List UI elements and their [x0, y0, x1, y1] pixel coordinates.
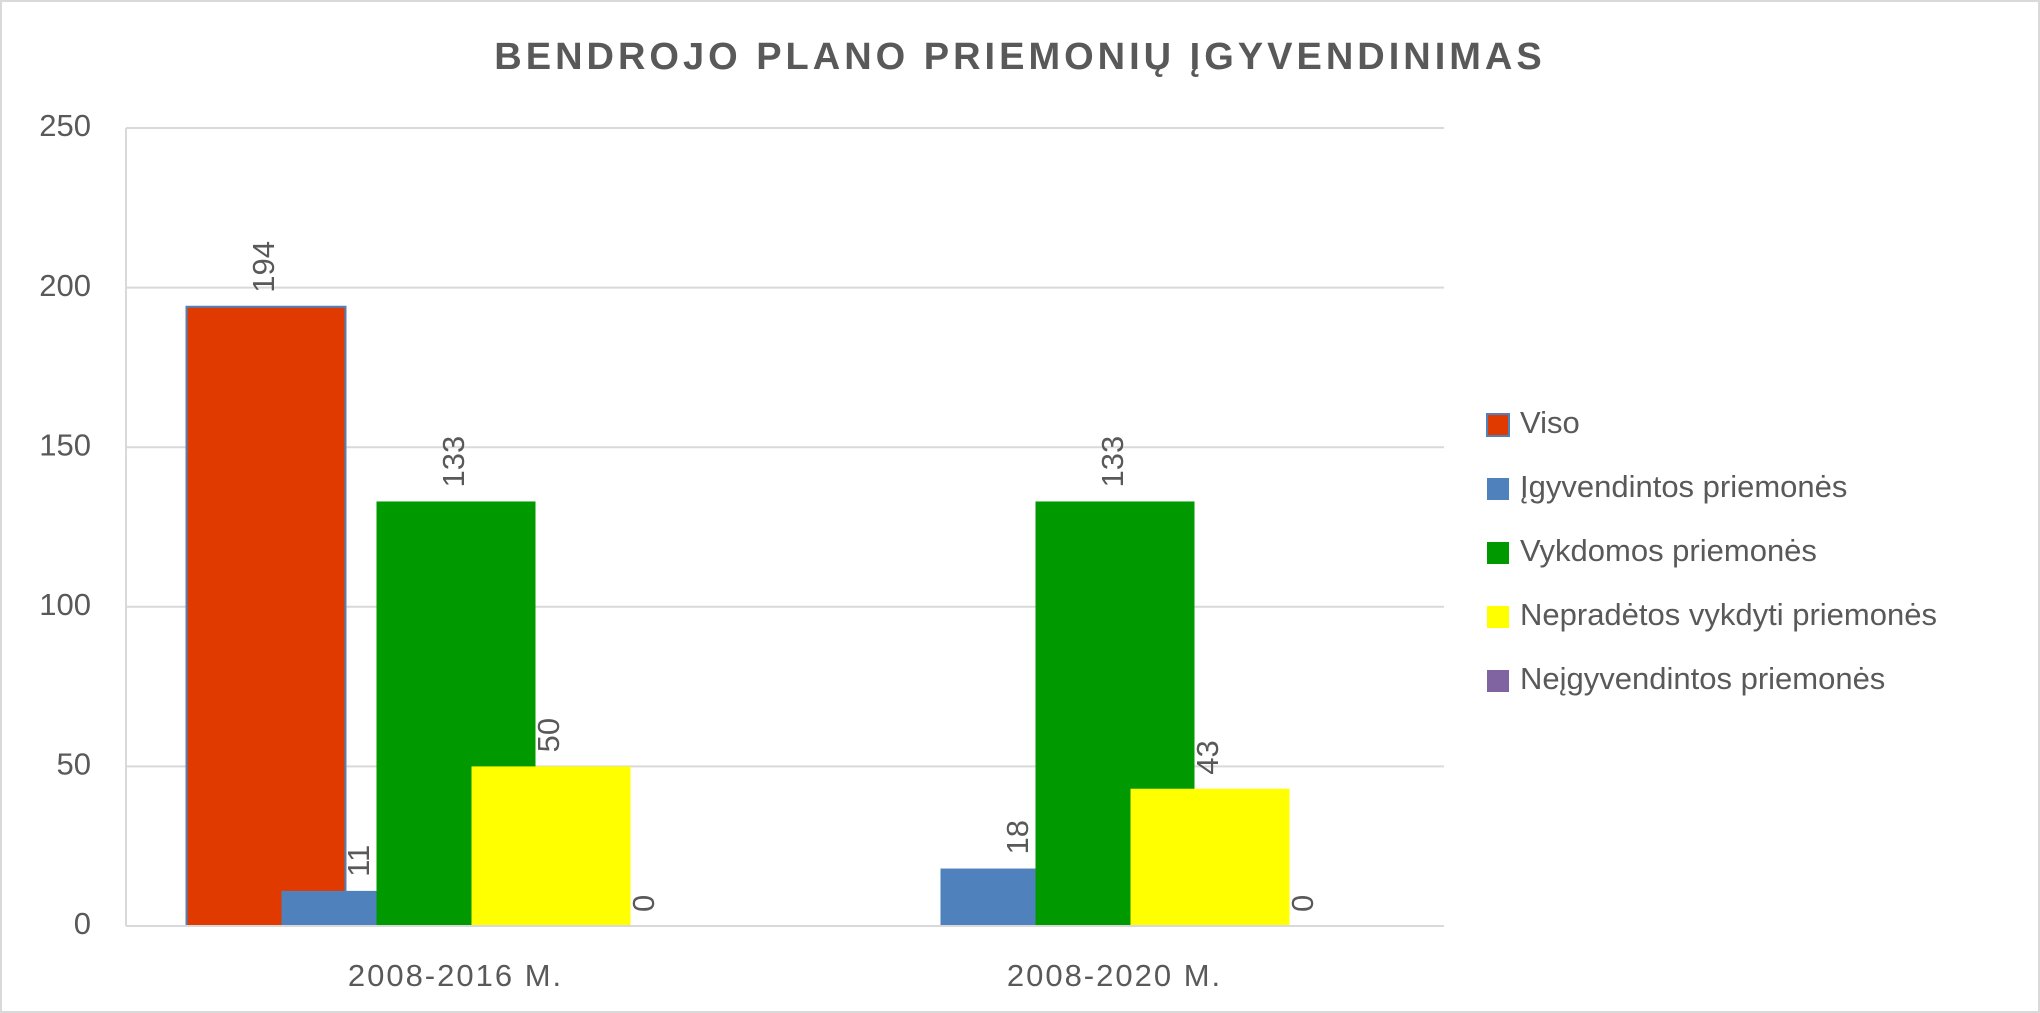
y-tick-label: 0 — [74, 906, 91, 941]
bar — [1130, 788, 1290, 926]
y-tick-label: 250 — [39, 108, 91, 143]
legend-label: Neįgyvendintos priemonės — [1520, 661, 1885, 696]
legend-label: Viso — [1520, 405, 1580, 440]
legend-swatch — [1487, 542, 1509, 564]
legend-label: Nepradėtos vykdyti priemonės — [1520, 597, 1937, 632]
y-tick-label: 100 — [39, 587, 91, 622]
y-tick-label: 150 — [39, 427, 91, 462]
value-label: 0 — [1285, 895, 1320, 912]
value-label: 43 — [1190, 740, 1225, 774]
value-label: 133 — [436, 436, 471, 488]
value-label: 194 — [246, 241, 281, 293]
value-label: 18 — [1000, 820, 1035, 854]
legend-label: Vykdomos priemonės — [1520, 533, 1817, 568]
x-tick-label: 2008-2020 M. — [1007, 958, 1222, 993]
y-tick-label: 50 — [57, 747, 91, 782]
legend-swatch — [1487, 606, 1509, 628]
legend-swatch — [1487, 670, 1509, 692]
bar — [471, 766, 631, 926]
x-tick-label: 2008-2016 M. — [348, 958, 563, 993]
value-label: 11 — [341, 845, 376, 877]
value-label: 0 — [626, 895, 661, 912]
y-tick-label: 200 — [39, 268, 91, 303]
value-label: 50 — [531, 718, 566, 752]
legend-label: Įgyvendintos priemonės — [1520, 469, 1847, 504]
chart-title: BENDROJO PLANO PRIEMONIŲ ĮGYVENDINIMAS — [494, 36, 1545, 78]
legend-swatch — [1487, 478, 1509, 500]
legend-swatch — [1486, 413, 1510, 437]
value-label: 133 — [1095, 436, 1130, 488]
bar — [185, 305, 347, 927]
